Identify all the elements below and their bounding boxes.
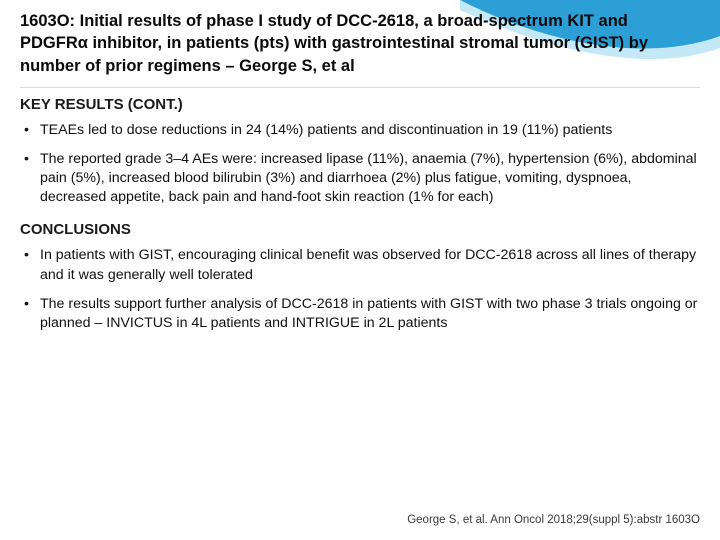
list-item: In patients with GIST, encouraging clini… (22, 246, 700, 284)
list-item: TEAEs led to dose reductions in 24 (14%)… (22, 121, 700, 140)
section-header-key-results: KEY RESULTS (CONT.) (20, 96, 700, 113)
divider (20, 87, 700, 88)
citation-text: George S, et al. Ann Oncol 2018;29(suppl… (407, 514, 700, 526)
bullet-list-key-results: TEAEs led to dose reductions in 24 (14%)… (20, 121, 700, 208)
bullet-list-conclusions: In patients with GIST, encouraging clini… (20, 246, 700, 333)
list-item: The reported grade 3–4 AEs were: increas… (22, 150, 700, 208)
section-header-conclusions: CONCLUSIONS (20, 221, 700, 238)
slide: 1603O: Initial results of phase I study … (0, 0, 720, 540)
list-item: The results support further analysis of … (22, 295, 700, 333)
slide-title: 1603O: Initial results of phase I study … (20, 10, 660, 77)
